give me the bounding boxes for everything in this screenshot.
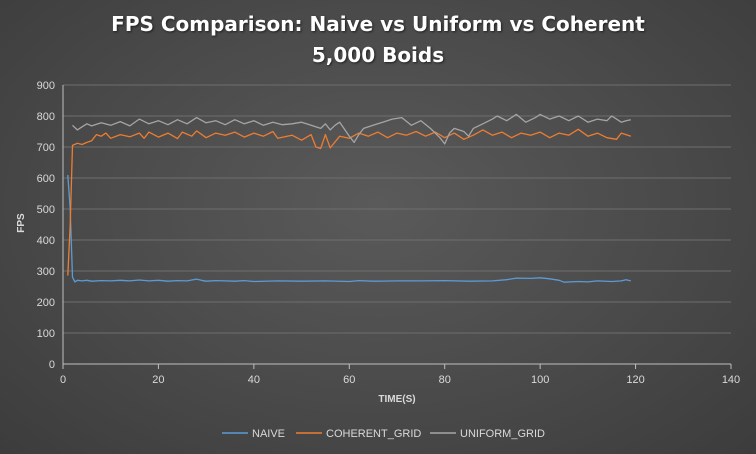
series-lines (67, 113, 632, 283)
y-tick-label: 500 (37, 204, 55, 216)
legend-label: NAIVE (252, 428, 285, 440)
x-axis-title: TIME(S) (378, 394, 415, 405)
chart-title: FPS Comparison: Naive vs Uniform vs Cohe… (111, 12, 645, 36)
x-tick-label: 120 (626, 374, 644, 386)
x-tick-label: 100 (531, 374, 549, 386)
y-tick-label: 400 (37, 235, 55, 247)
x-tick-label: 40 (248, 374, 260, 386)
x-tick-label: 60 (343, 374, 355, 386)
x-tick-label: 140 (722, 374, 740, 386)
gridlines (63, 84, 731, 365)
series-line-naive (67, 174, 631, 283)
y-axis-title: FPS (16, 213, 27, 233)
x-tick-label: 0 (60, 374, 66, 386)
x-tick-label: 80 (439, 374, 451, 386)
y-tick-label: 300 (37, 266, 55, 278)
axes: 0 100 200 300 400 500 600 700 800 900 0 20 40 60 80 100… (37, 80, 741, 386)
legend-label: COHERENT_GRID (326, 428, 421, 440)
y-tick-label: 0 (49, 359, 55, 371)
y-tick-label: 200 (37, 297, 55, 309)
series-line-uniform-grid (72, 113, 631, 145)
y-tick-label: 700 (37, 142, 55, 154)
y-tick-label: 900 (37, 80, 55, 92)
y-tick-label: 800 (37, 111, 55, 123)
y-tick-label: 600 (37, 173, 55, 185)
legend: NAIVE COHERENT_GRID UNIFORM_GRID (222, 428, 545, 440)
legend-label: UNIFORM_GRID (460, 428, 545, 440)
x-tick-label: 20 (152, 374, 164, 386)
y-tick-label: 100 (37, 328, 55, 340)
chart-subtitle: 5,000 Boids (311, 43, 445, 67)
series-line-coherent-grid (67, 128, 632, 276)
